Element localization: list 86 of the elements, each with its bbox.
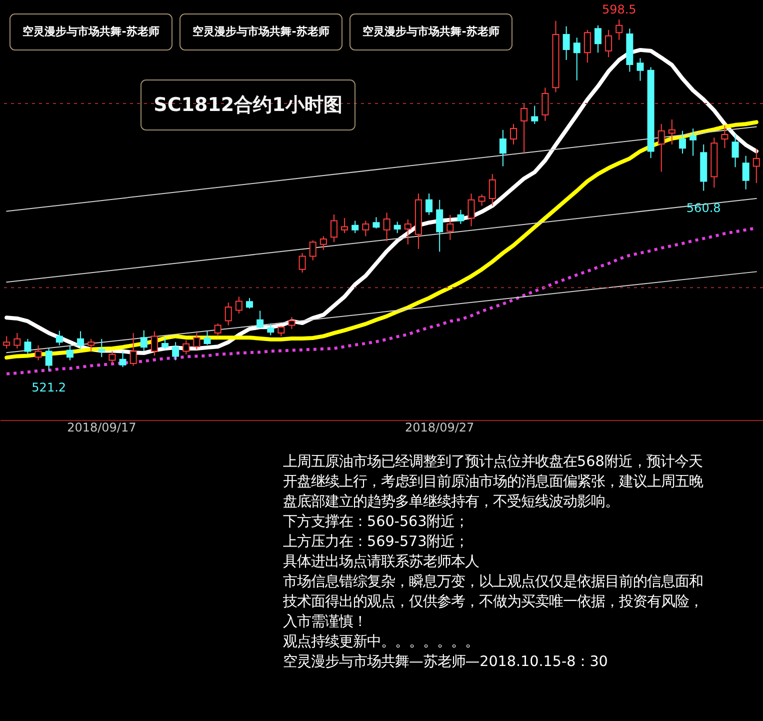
text: 市场信息错综复杂，瞬息万变，以上观点仅仅是依据目前的信息面和	[283, 574, 703, 590]
candlestick	[404, 218, 412, 245]
candlestick	[362, 220, 370, 237]
candlestick	[510, 124, 518, 145]
candlestick	[584, 29, 591, 64]
candlestick	[468, 193, 475, 227]
candlestick	[594, 24, 602, 54]
candlestick	[320, 236, 327, 250]
x-tick-label: 2018/09/17	[67, 420, 136, 434]
candlestick	[182, 340, 190, 355]
candlestick	[394, 221, 401, 234]
candlestick	[636, 58, 644, 82]
text: 上方压力在：569-573附近；	[283, 534, 469, 550]
candlestick	[478, 194, 486, 206]
text: 入市需谨慎！	[283, 614, 367, 630]
candlestick	[267, 322, 274, 336]
text: 上周五原油市场已经调整到了预计点位并收盘在568附近，预计今天	[283, 454, 702, 470]
candlestick	[3, 336, 10, 349]
candlestick	[66, 344, 74, 361]
candlestick	[488, 173, 496, 206]
annotation: 560.8	[686, 200, 721, 215]
candlestick	[678, 130, 686, 154]
candlestick	[732, 134, 739, 168]
text: 观点持续更新中。。。。。。。	[283, 634, 479, 650]
candlestick	[45, 348, 52, 372]
candlestick	[130, 332, 137, 366]
candlestick	[658, 124, 665, 172]
candlestick	[383, 212, 390, 242]
candlestick	[246, 298, 253, 309]
text: 下方支撑在：560-563附近；	[283, 514, 469, 530]
candlestick	[224, 302, 232, 326]
text: SC1812合约1小时图	[154, 94, 342, 116]
annotation: 空灵漫步与市场共舞-苏老师	[192, 25, 330, 38]
annotation: 598.5	[602, 2, 636, 16]
candlestick	[288, 316, 296, 330]
candlestick	[752, 148, 760, 184]
candlestick	[298, 252, 306, 274]
candlestick	[214, 322, 222, 337]
candlestick	[372, 216, 380, 230]
text: 盘底部建立的趋势多单继续持有，不受短线波动影响。	[283, 494, 619, 510]
candlestick	[34, 344, 42, 361]
candlestick	[330, 214, 338, 243]
candlestick	[278, 326, 285, 337]
candlestick	[531, 105, 538, 125]
candlestick	[605, 29, 612, 58]
candlestick	[341, 218, 348, 234]
candlestick	[172, 342, 180, 361]
candlestick	[426, 193, 433, 216]
candlestick	[162, 337, 169, 350]
candlestick	[119, 350, 126, 368]
candlestick	[352, 220, 359, 234]
candlestick	[499, 129, 506, 167]
candlestick	[14, 332, 21, 349]
annotation: 521.2	[32, 380, 66, 395]
text: 技术面得出的观点，仅供参考，不做为买卖唯一依据，投资有风险，	[282, 594, 703, 610]
candlestick	[193, 332, 200, 350]
candlestick	[204, 330, 211, 346]
candlestick	[562, 26, 570, 60]
candlestick	[436, 199, 444, 252]
candlestick	[150, 330, 158, 356]
candlestick	[77, 330, 84, 350]
text: 具体进出场点请联系苏老师本人	[283, 554, 479, 570]
x-tick-label: 2018/09/27	[404, 420, 474, 434]
candlestick	[742, 155, 750, 190]
candlestick	[88, 338, 95, 352]
candlestick	[108, 350, 116, 364]
candlestick	[98, 338, 106, 358]
candlestick	[668, 118, 676, 145]
text: 开盘继续上行，考虑到目前原油市场的消息面偏紧张，建议上周五晚	[283, 474, 703, 490]
candlestick	[542, 87, 549, 122]
candlestick	[24, 338, 32, 355]
candlestick	[56, 330, 63, 346]
candlestick	[140, 330, 148, 352]
candlestick	[616, 18, 623, 40]
annotation: 空灵漫步与市场共舞-苏老师	[22, 25, 160, 38]
candlestick	[457, 209, 464, 224]
candlestick	[721, 124, 728, 149]
annotation: 空灵漫步与市场共舞-苏老师	[362, 25, 500, 38]
candlestick	[690, 128, 697, 156]
candlestick	[256, 310, 264, 329]
candlestick	[520, 104, 528, 154]
candlestick	[235, 296, 242, 314]
candlestick	[309, 240, 316, 261]
text: 空灵漫步与市场共舞—苏老师—2018.10.15-8：30	[283, 654, 608, 670]
candlestick	[446, 214, 454, 240]
candlestick	[573, 37, 580, 81]
